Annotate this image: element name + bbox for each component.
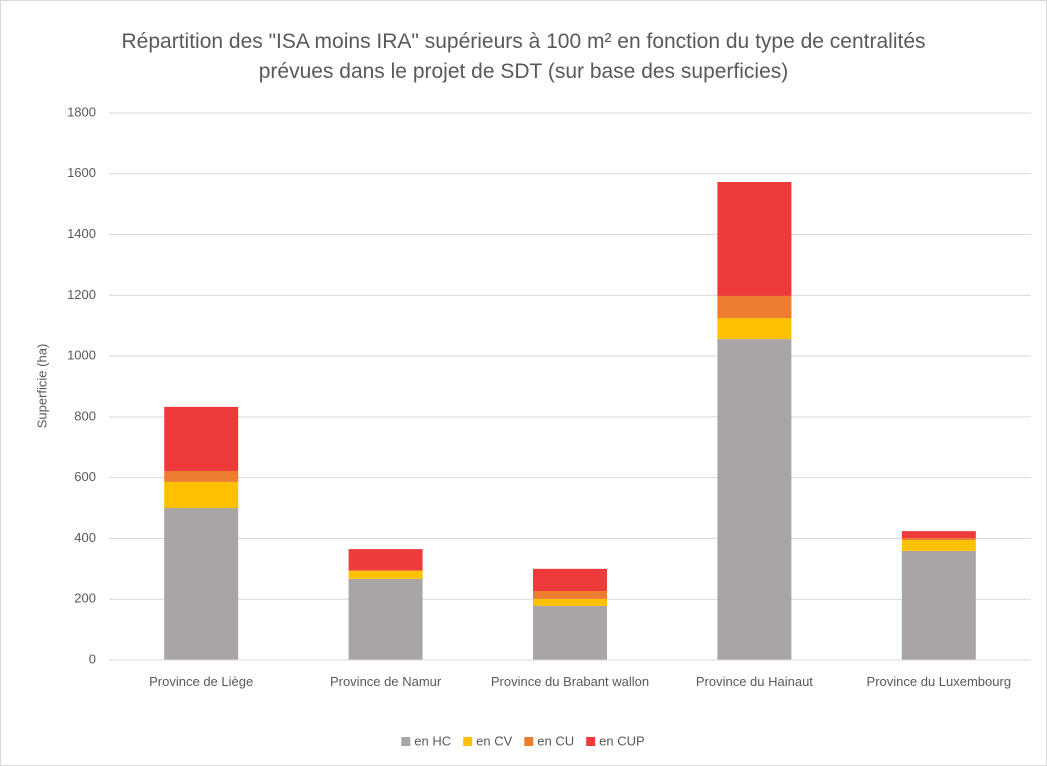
bar-segment — [164, 406, 239, 471]
bar-segment — [533, 598, 607, 606]
bar-segment — [348, 578, 423, 660]
legend-swatch — [524, 737, 534, 746]
bar-segment — [717, 318, 792, 340]
x-tick-label: Province du Hainaut — [695, 674, 813, 689]
y-tick-label: 600 — [74, 469, 96, 484]
y-tick-label: 1000 — [67, 348, 96, 363]
bar-segment — [348, 570, 423, 571]
bar-segment — [164, 481, 239, 509]
bar-segment — [717, 181, 792, 296]
y-tick-label: 0 — [89, 651, 96, 666]
legend-label: en CU — [537, 733, 574, 748]
bar-segment — [717, 339, 792, 660]
legend-label: en HC — [414, 733, 451, 748]
legend-swatch — [401, 737, 411, 746]
y-tick-label: 1400 — [67, 226, 96, 241]
legend-label: en CUP — [599, 733, 645, 748]
legend-swatch — [586, 737, 596, 746]
title-box: Répartition des "ISA moins IRA" supérieu… — [1, 27, 1046, 87]
bar-segment — [533, 591, 607, 599]
x-tick-label: Province de Namur — [329, 674, 442, 689]
x-tick-label: Province de Liège — [149, 674, 254, 689]
bar-segment — [901, 538, 976, 540]
x-tick-label: Province du Brabant wallon — [490, 674, 650, 689]
chart-title: Répartition des "ISA moins IRA" supérieu… — [121, 30, 926, 83]
y-tick-label: 1800 — [67, 104, 96, 119]
y-axis-label: Superficie (ha) — [34, 344, 49, 429]
y-tick-label: 200 — [74, 591, 96, 606]
bar-segment — [533, 568, 607, 592]
bar-segment — [901, 531, 976, 539]
y-tick-label: 800 — [74, 408, 96, 423]
bar-segment — [901, 539, 976, 551]
bar-segment — [348, 570, 423, 579]
bar-segment — [717, 295, 792, 319]
x-tick-label: Province du Luxembourg — [866, 674, 1012, 689]
legend-label: en CV — [476, 733, 512, 748]
y-tick-label: 400 — [74, 530, 96, 545]
bar-segment — [164, 508, 239, 660]
y-tick-label: 1200 — [67, 287, 96, 302]
bar-segment — [164, 470, 239, 482]
bar-segment — [533, 605, 607, 660]
y-tick-label: 1600 — [67, 165, 96, 180]
bar-segment — [901, 550, 976, 660]
bar-segment — [348, 549, 423, 571]
legend-swatch — [463, 737, 473, 746]
